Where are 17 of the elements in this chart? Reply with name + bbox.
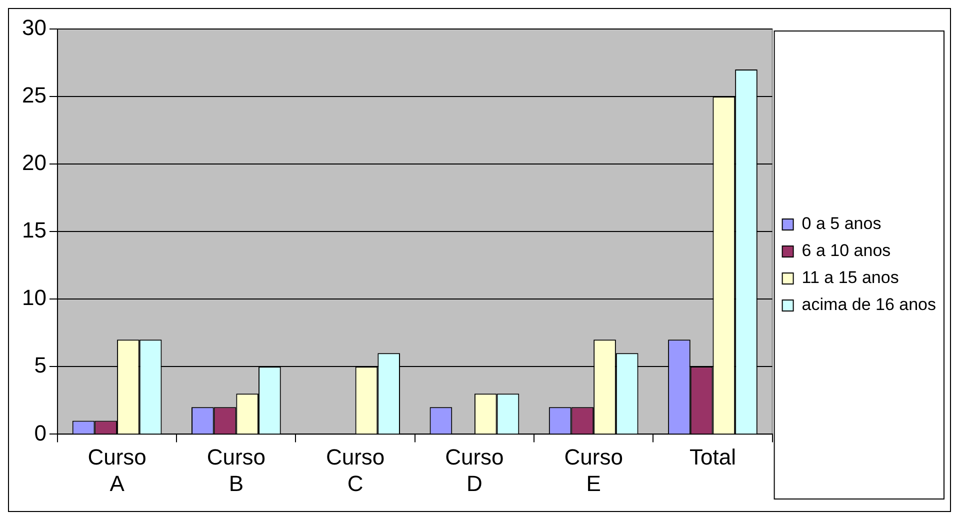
- y-tick-label: 25: [22, 82, 46, 108]
- legend-label: acima de 16 anos: [802, 295, 936, 314]
- y-tick-label: 30: [22, 15, 46, 40]
- x-tick-label: Curso C: [326, 444, 385, 496]
- x-tick-label: Curso D: [445, 444, 504, 496]
- x-tick-label: Total: [689, 444, 736, 470]
- x-tick-label: Curso E: [564, 444, 623, 496]
- legend-label: 0 a 5 anos: [802, 214, 882, 234]
- x-tick-label: Curso B: [206, 444, 266, 496]
- y-tick-label: 0: [34, 420, 46, 446]
- legend-label: 11 a 15 anos: [802, 268, 899, 288]
- legend-label: 6 a 10 anos: [802, 241, 891, 260]
- y-tick-label: 10: [22, 285, 46, 310]
- y-tick-label: 5: [34, 352, 46, 378]
- x-tick-label: Curso A: [88, 444, 146, 496]
- y-tick-label: 20: [22, 150, 46, 176]
- y-tick-label: 15: [22, 218, 46, 243]
